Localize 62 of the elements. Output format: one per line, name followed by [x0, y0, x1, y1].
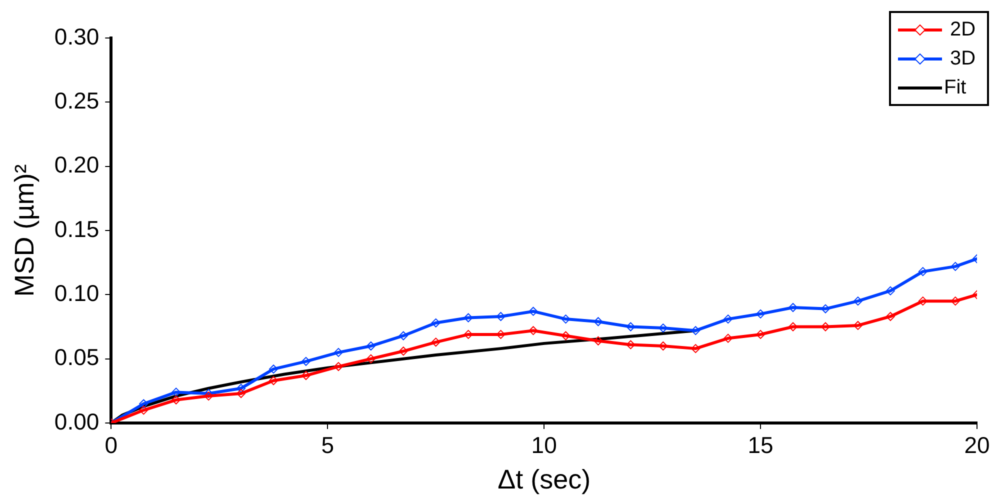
point	[950, 296, 960, 306]
point	[334, 362, 343, 372]
point	[398, 331, 408, 340]
point	[172, 395, 181, 404]
point	[886, 286, 895, 296]
x-tick-label: 0	[104, 432, 118, 458]
point	[204, 392, 214, 401]
point	[269, 364, 278, 374]
point	[788, 303, 798, 312]
x-tick-label: 5	[321, 432, 334, 458]
point	[431, 338, 440, 347]
point	[334, 348, 343, 357]
point	[886, 312, 895, 321]
point	[594, 317, 603, 326]
point	[301, 356, 310, 366]
point	[853, 296, 862, 306]
point	[756, 309, 766, 318]
point	[918, 296, 928, 306]
point	[366, 354, 376, 364]
x-tick-label: 20	[964, 432, 990, 458]
point	[366, 342, 376, 350]
point	[431, 318, 440, 328]
y-tick-label: 0.20	[54, 152, 100, 178]
point	[626, 340, 636, 350]
legend-label: 3D	[950, 48, 976, 70]
point	[464, 313, 473, 322]
x-tick-label: 10	[531, 432, 557, 458]
point	[236, 384, 246, 393]
point	[724, 314, 733, 324]
y-tick-label: 0.30	[54, 23, 100, 50]
point	[236, 388, 246, 398]
point	[658, 324, 668, 333]
x-tick-label: 15	[748, 432, 774, 458]
y-tick-label: 0.25	[54, 88, 100, 114]
point	[139, 399, 148, 408]
point	[918, 267, 928, 276]
point	[658, 342, 668, 350]
point	[756, 330, 766, 339]
legend-label: Fit	[944, 76, 967, 99]
point	[269, 376, 278, 386]
point	[594, 336, 603, 346]
point	[853, 320, 862, 330]
point	[950, 262, 960, 271]
point	[139, 406, 148, 415]
y-tick-label: 0.10	[54, 280, 100, 306]
point	[528, 326, 538, 336]
point	[691, 344, 700, 354]
point	[626, 322, 636, 332]
y-tick-label: 0.15	[54, 216, 100, 242]
y-tick-label: 0.05	[54, 344, 100, 370]
y-tick-label: 0.00	[54, 408, 100, 434]
point	[301, 371, 310, 380]
point	[496, 312, 506, 321]
point	[691, 326, 700, 336]
x-axis-title: Δt (sec)	[498, 464, 591, 494]
point	[398, 346, 408, 356]
point	[561, 314, 570, 324]
legend-label: 2D	[950, 18, 976, 41]
point	[724, 334, 733, 343]
point	[561, 331, 570, 340]
y-axis-title: MSD (µm)²	[10, 164, 40, 297]
point	[528, 306, 538, 316]
